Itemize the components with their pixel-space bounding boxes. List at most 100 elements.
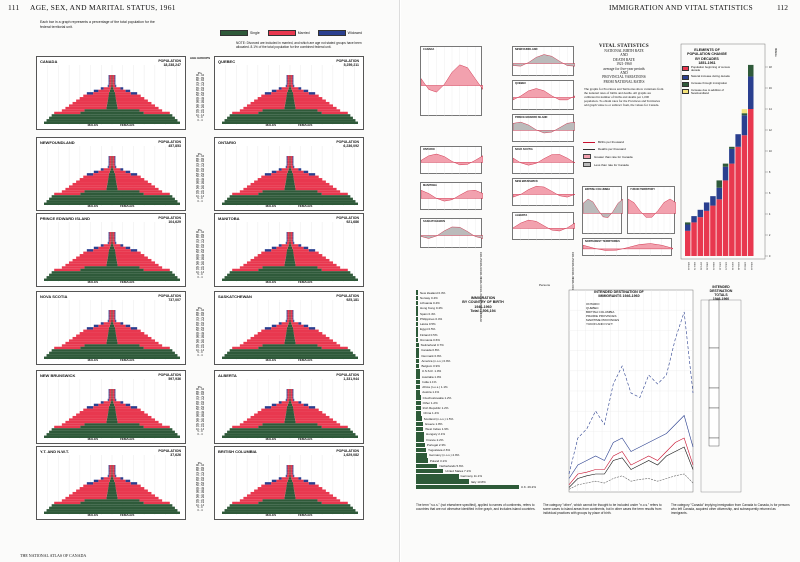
married-bar: [287, 239, 290, 242]
widowed-bar: [108, 75, 110, 78]
single-bar: [290, 273, 353, 277]
married-bar: [115, 249, 131, 252]
married-bar: [109, 465, 112, 468]
married-bar: [109, 396, 112, 399]
married-bar: [250, 101, 286, 105]
married-bar: [109, 391, 112, 394]
immigration-row: Czechoslovakia 1.2%: [416, 395, 536, 400]
pyramid-svg: [222, 146, 358, 206]
married-bar: [291, 401, 299, 404]
married-bar: [112, 393, 115, 397]
married-bar: [290, 163, 293, 166]
married-bar: [98, 246, 110, 250]
married-bar: [250, 182, 286, 186]
single-bar: [284, 339, 290, 342]
right-page: IMMIGRATION AND VITAL STATISTICS 112 CAN…: [401, 0, 800, 562]
married-bar: [68, 494, 107, 497]
widowed-bar: [108, 469, 110, 473]
deaths-line-icon: [583, 148, 595, 150]
widowed-bar: [114, 79, 116, 83]
greater-swatch-icon: [583, 154, 591, 159]
immigration-bar: [416, 463, 438, 469]
widowed-bar: [286, 469, 288, 473]
immigration-bar: [416, 374, 420, 379]
immigration-bar: [416, 432, 425, 437]
single-bar: [286, 94, 290, 98]
single-bar: [106, 341, 112, 345]
single-bar: [112, 356, 180, 359]
single-bar: [258, 268, 290, 272]
single-bar: [112, 433, 178, 436]
single-bar: [111, 398, 112, 402]
single-bar: [108, 175, 112, 179]
widowed-bar: [292, 239, 294, 242]
immigration-bar: [416, 453, 428, 458]
married-bar: [116, 489, 148, 492]
married-bar: [292, 170, 304, 174]
single-bar: [84, 499, 112, 502]
married-bar: [293, 487, 323, 490]
married-bar: [261, 329, 287, 333]
single-bar: [108, 178, 112, 181]
widowed-bar: [286, 467, 288, 470]
right-page-header: IMMIGRATION AND VITAL STATISTICS: [609, 3, 754, 12]
widowed-bar: [292, 163, 294, 166]
immigration-bar: [416, 395, 421, 400]
married-bar: [93, 92, 109, 95]
single-bar: [290, 111, 322, 115]
single-bar: [290, 187, 296, 191]
single-bar: [107, 256, 112, 259]
single-bar: [106, 339, 112, 342]
single-bar: [285, 489, 290, 492]
widowed-bar: [114, 236, 116, 240]
married-bar: [54, 268, 81, 272]
widowed-bar: [286, 317, 288, 320]
widowed-bar: [292, 389, 294, 392]
single-bar: [290, 94, 294, 98]
widowed-bar: [298, 244, 302, 247]
immigration-label: Portugal 2.3%: [426, 442, 446, 447]
married-bar: [112, 472, 115, 475]
single-bar: [290, 474, 291, 478]
single-bar: [285, 336, 290, 340]
natural-bar: [722, 166, 729, 181]
married-bar: [293, 327, 309, 330]
pyramid-population: POPULATION 925,181: [336, 294, 359, 302]
married-bar: [232, 192, 259, 196]
married-bar: [115, 484, 141, 488]
widowed-bar: [286, 310, 288, 313]
married-bar: [61, 499, 85, 502]
widowed-bar: [125, 403, 131, 407]
immigration-bar: [741, 113, 748, 116]
widowed-bar: [115, 84, 117, 88]
married-bar: [286, 165, 290, 169]
married-bar: [117, 187, 159, 191]
immigration-row: Lithuania 0.4%: [416, 300, 536, 306]
married-bar: [54, 111, 81, 115]
married-bar: [109, 158, 112, 161]
widowed-bar: [114, 396, 116, 399]
married-bar: [295, 339, 334, 342]
single-bar: [112, 403, 115, 407]
married-bar: [293, 175, 319, 179]
immigration-row: Canada 0.8%: [416, 348, 536, 353]
married-bar: [72, 182, 108, 186]
widowed-bar: [108, 467, 110, 470]
widowed-bar: [86, 482, 94, 485]
widowed-bar: [108, 393, 110, 397]
widowed-bar: [108, 156, 110, 159]
single-bar: [110, 322, 112, 325]
married-bar: [295, 341, 337, 345]
single-bar: [110, 477, 112, 480]
pyramid-population: POPULATION 104,629: [158, 216, 181, 224]
vital-panel: MANITOBA: [420, 182, 484, 211]
married-bar: [115, 254, 145, 257]
married-bar: [112, 314, 115, 318]
married-bar: [112, 75, 115, 78]
pyramid-title: QUEBEC: [218, 59, 236, 64]
immigration-bar: [416, 484, 519, 490]
single-bar: [286, 408, 290, 412]
immigration-bar: [416, 479, 469, 484]
married-bar: [116, 336, 152, 340]
married-bar: [143, 501, 170, 505]
